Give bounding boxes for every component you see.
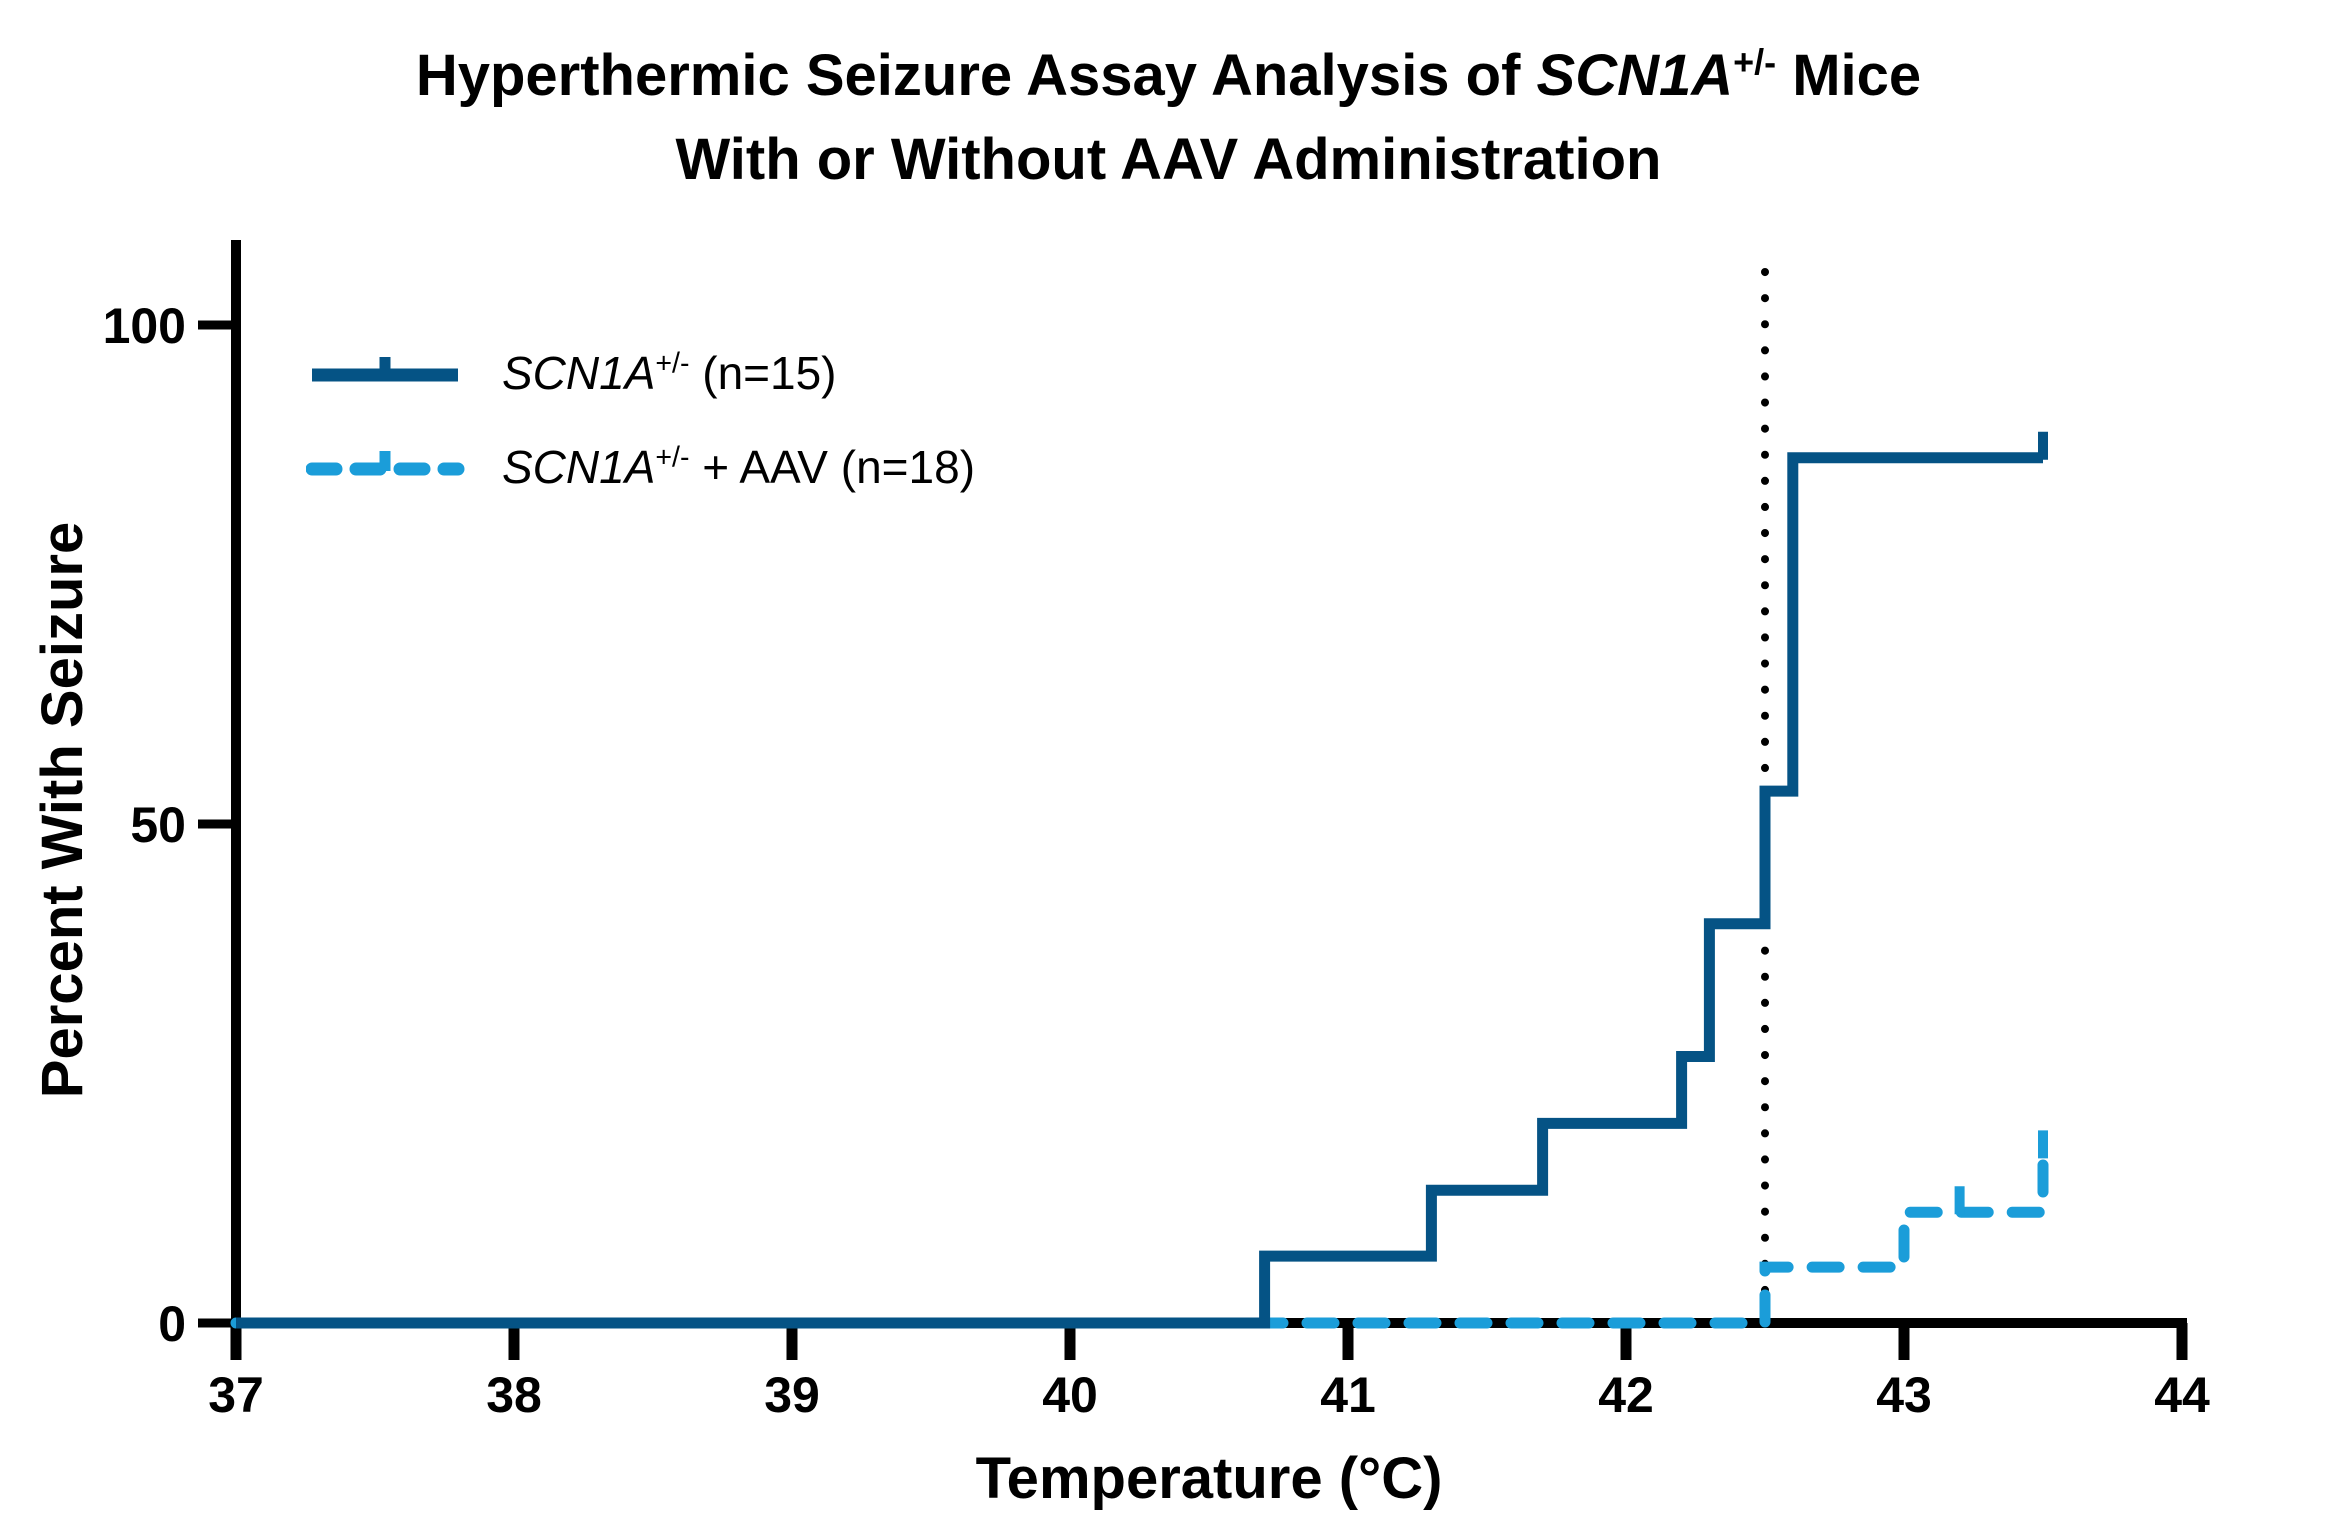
legend-item-scn1a-aav: SCN1A+/- + AAV (n=18) [306, 436, 975, 498]
legend-line-sample-dashed [306, 451, 465, 476]
series-scn1a-curve [236, 452, 2043, 1329]
x-tick-label-40: 40 [1042, 1367, 1098, 1423]
y-tick-label-100: 100 [103, 298, 186, 354]
legend-rest: + AAV (n=18) [689, 441, 976, 493]
y-axis-label: Percent With Seizure [30, 522, 95, 1098]
legend-rest: (n=15) [689, 347, 837, 399]
series-scn1a-aav-curve [230, 1150, 2049, 1329]
legend-label: SCN1A+/- + AAV (n=18) [502, 440, 975, 494]
x-axis-label: Temperature (°C) [976, 1446, 1443, 1511]
y-tick-label-0: 0 [158, 1296, 186, 1352]
x-tick-label-39: 39 [764, 1367, 820, 1423]
chart-title-line1: Hyperthermic Seizure Assay Analysis of S… [0, 34, 2337, 118]
chart-title-line2: With or Without AAV Administration [675, 127, 1662, 192]
legend-gene: SCN1A [502, 347, 656, 399]
x-tick-label-44: 44 [2154, 1367, 2210, 1423]
x-tick-label-42: 42 [1598, 1367, 1654, 1423]
chart-title: Hyperthermic Seizure Assay Analysis of S… [0, 34, 2337, 202]
legend: SCN1A+/- (n=15) SCN1A+/- + AAV (n=18) [306, 342, 975, 530]
y-tick-label-50: 50 [130, 797, 186, 853]
x-tick-label-37: 37 [208, 1367, 264, 1423]
legend-item-scn1a: SCN1A+/- (n=15) [306, 342, 975, 404]
legend-superscript: +/- [655, 347, 690, 380]
legend-superscript: +/- [655, 441, 690, 474]
series-scn1a-aav-censor-ticks [1954, 1130, 2048, 1215]
title-superscript: +/- [1733, 41, 1777, 83]
x-tick-label-43: 43 [1876, 1367, 1932, 1423]
legend-gene: SCN1A [502, 441, 656, 493]
title-gene: SCN1A [1536, 43, 1734, 108]
title-prefix: Hyperthermic Seizure Assay Analysis of [415, 43, 1537, 108]
legend-label: SCN1A+/- (n=15) [502, 346, 837, 400]
x-tick-label-38: 38 [486, 1367, 542, 1423]
legend-line-sample-solid [312, 357, 458, 382]
x-tick-label-41: 41 [1320, 1367, 1376, 1423]
title-suffix: Mice [1776, 43, 1922, 108]
